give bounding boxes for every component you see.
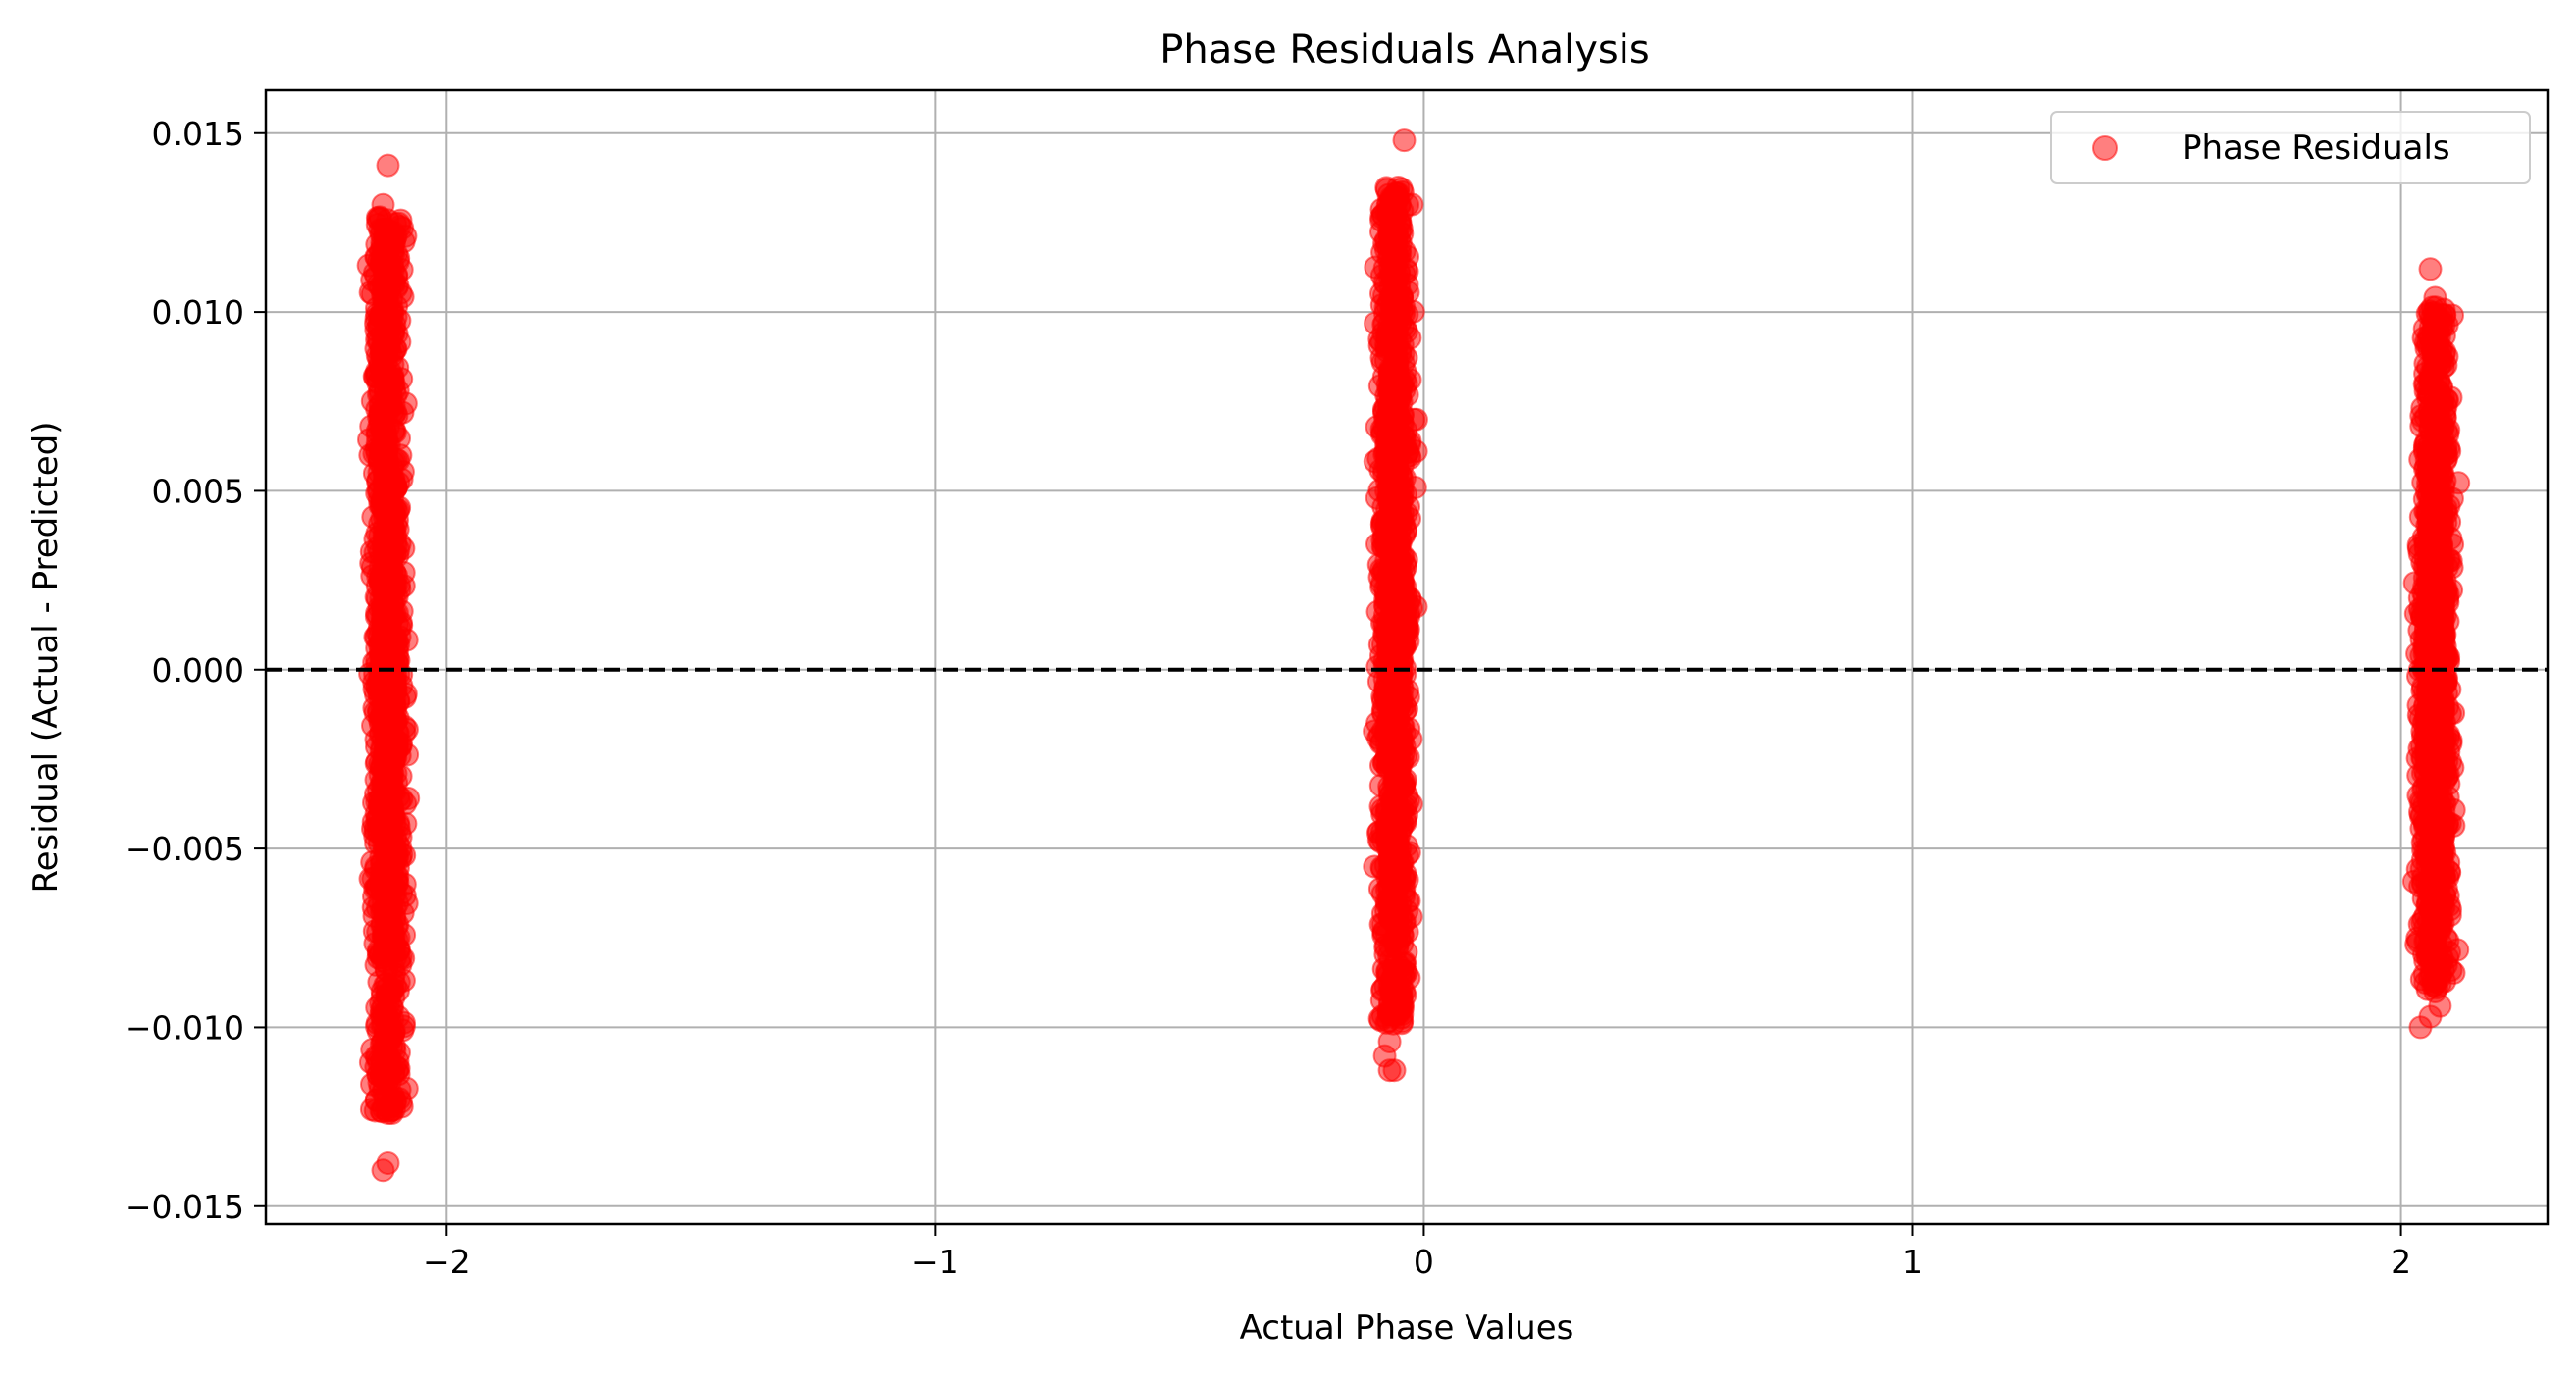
scatter-point bbox=[376, 1058, 400, 1083]
x-tick-label: 1 bbox=[1902, 1243, 1923, 1281]
scatter-point bbox=[1390, 647, 1415, 672]
scatter-point bbox=[367, 778, 390, 802]
scatter-point bbox=[364, 751, 388, 776]
scatter-point bbox=[2418, 325, 2443, 349]
chart-title: Phase Residuals Analysis bbox=[1159, 27, 1649, 73]
scatter-point bbox=[383, 961, 407, 986]
y-axis-label: Residual (Actual - Predicted) bbox=[26, 422, 66, 894]
scatter-point bbox=[2423, 435, 2447, 460]
scatter-point bbox=[2425, 732, 2449, 756]
plot-area-frame bbox=[264, 88, 2550, 1226]
scatter-point bbox=[366, 621, 390, 645]
scatter-point bbox=[2425, 483, 2449, 507]
scatter-point bbox=[2416, 750, 2441, 775]
scatter-point bbox=[365, 432, 389, 455]
scatter-point bbox=[1378, 874, 1403, 898]
scatter-point bbox=[1370, 350, 1395, 375]
scatter-point bbox=[381, 322, 405, 345]
scatter-point bbox=[376, 253, 400, 278]
scatter-point bbox=[376, 221, 400, 245]
x-axis-label: Actual Phase Values bbox=[1240, 1308, 1574, 1348]
scatter-point bbox=[2431, 602, 2455, 626]
scatter-point bbox=[2428, 625, 2452, 649]
scatter-point bbox=[1380, 578, 1405, 602]
scatter-point bbox=[2428, 830, 2452, 854]
y-tick-label: 0.015 bbox=[152, 115, 244, 153]
scatter-point bbox=[2423, 285, 2447, 310]
scatter-point bbox=[385, 720, 409, 744]
scatter-point bbox=[371, 1030, 395, 1053]
scatter-point bbox=[376, 153, 400, 178]
scatter-point bbox=[376, 510, 400, 535]
tick-layer: −2 −1 0 1 2 −0.015 −0.010 −0.005 0.000 0.005 0.010… bbox=[125, 115, 2411, 1281]
x-tick-label: 2 bbox=[2391, 1243, 2411, 1281]
scatter-point bbox=[369, 876, 393, 900]
scatter-point bbox=[1392, 128, 1417, 153]
scatter-point bbox=[1374, 732, 1399, 756]
scatter-point bbox=[1383, 671, 1407, 695]
y-tick-label: 0.010 bbox=[152, 293, 244, 332]
scatter-point bbox=[1376, 443, 1401, 468]
scatter-point bbox=[1370, 802, 1395, 827]
y-tick-label: 0.005 bbox=[152, 472, 244, 510]
scatter-point bbox=[1382, 264, 1407, 288]
scatter-point bbox=[2418, 257, 2443, 281]
scatter-point bbox=[1387, 538, 1412, 563]
scatter-point bbox=[1378, 709, 1403, 734]
scatter-point bbox=[2417, 685, 2442, 709]
scatter-point bbox=[2429, 915, 2453, 940]
scatter-point bbox=[371, 684, 395, 708]
y-tick-label: −0.010 bbox=[125, 1008, 244, 1047]
scatter-point bbox=[369, 705, 392, 730]
scatter-point bbox=[1377, 467, 1401, 491]
scatter-point bbox=[1388, 846, 1413, 870]
scatter-point bbox=[2436, 946, 2460, 970]
legend-box bbox=[2050, 111, 2531, 184]
scatter-point bbox=[2416, 946, 2440, 970]
scatter-point bbox=[1387, 1000, 1412, 1025]
x-tick-label: −1 bbox=[911, 1243, 959, 1281]
scatter-point bbox=[1378, 396, 1402, 421]
scatter-point bbox=[371, 1080, 395, 1104]
scatter-point bbox=[1378, 487, 1403, 512]
scatter-point bbox=[371, 1158, 395, 1183]
legend-label-phase-residuals: Phase Residuals bbox=[2182, 128, 2450, 168]
scatter-point bbox=[381, 539, 405, 564]
scatter-point bbox=[1364, 311, 1387, 335]
scatter-point bbox=[2420, 365, 2445, 389]
scatter-point bbox=[2428, 873, 2452, 897]
scatter-point bbox=[383, 378, 407, 402]
legend-marker bbox=[2092, 135, 2118, 161]
x-tick-label: −2 bbox=[423, 1243, 471, 1281]
scatter-point bbox=[370, 561, 394, 586]
scatter-point bbox=[1382, 320, 1407, 344]
scatter-point bbox=[1392, 980, 1417, 1003]
scatter-point bbox=[1377, 377, 1402, 401]
scatter-point bbox=[366, 469, 390, 493]
x-tick-label: 0 bbox=[1414, 1243, 1434, 1281]
scatter-point bbox=[365, 359, 389, 383]
scatter-point bbox=[1370, 912, 1395, 937]
scatter-point bbox=[388, 443, 413, 468]
scatter-point bbox=[372, 809, 396, 834]
scatter-point bbox=[2427, 564, 2451, 588]
scatter-point bbox=[372, 839, 396, 863]
scatter-point bbox=[2416, 386, 2441, 411]
y-tick-label: −0.005 bbox=[125, 830, 244, 868]
scatter-point bbox=[376, 1101, 400, 1125]
scatter-point bbox=[2433, 405, 2457, 430]
scatter-point bbox=[1389, 292, 1414, 317]
legend: Phase Residuals bbox=[2050, 111, 2531, 184]
scatter-point bbox=[2428, 307, 2452, 332]
scatter-point bbox=[1382, 1058, 1407, 1083]
scatter-point bbox=[372, 921, 396, 946]
y-tick-label: 0.000 bbox=[152, 651, 244, 690]
scatter-point bbox=[1392, 774, 1417, 798]
scatter-point bbox=[2423, 980, 2447, 1003]
scatter-point bbox=[376, 984, 400, 1008]
y-tick-label: −0.015 bbox=[125, 1188, 244, 1226]
